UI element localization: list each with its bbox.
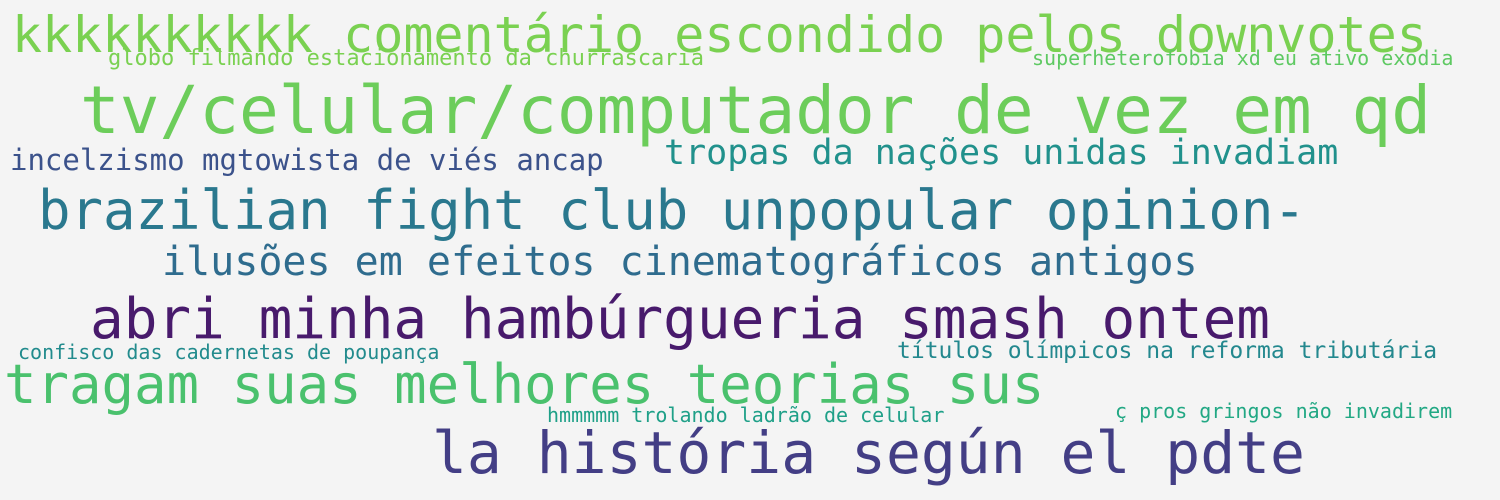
cloud-phrase: brazilian fight club unpopular opinion- <box>38 179 1306 242</box>
cloud-phrase: incelzismo mgtowista de viés ancap <box>10 143 604 177</box>
cloud-phrase: globo filmando estacionamento da churras… <box>108 46 705 71</box>
cloud-phrase: superheterofobia xd eu ativo exodia <box>1032 46 1454 70</box>
cloud-phrase: tragam suas melhores teorias sus <box>4 353 1045 416</box>
cloud-phrase: ilusões em efeitos cinematográficos anti… <box>162 239 1198 285</box>
cloud-phrase: hmmmmm trolando ladrão de celular <box>547 403 945 427</box>
cloud-phrase: ç pros gringos não invadirem <box>1115 399 1453 423</box>
cloud-phrase: la história según el pdte <box>432 419 1305 487</box>
cloud-phrase: títulos olímpicos na reforma tributária <box>897 338 1438 364</box>
cloud-phrase: abri minha hambúrgueria smash ontem <box>90 287 1271 352</box>
cloud-phrase: confisco das cadernetas de poupança <box>18 340 440 364</box>
cloud-phrase: tropas da nações unidas invadiam <box>664 133 1339 173</box>
cloud-phrase: tv/celular/computador de vez em qd <box>80 72 1432 149</box>
cloud-phrase: kkkkkkkkkk comentário escondido pelos do… <box>12 6 1427 64</box>
